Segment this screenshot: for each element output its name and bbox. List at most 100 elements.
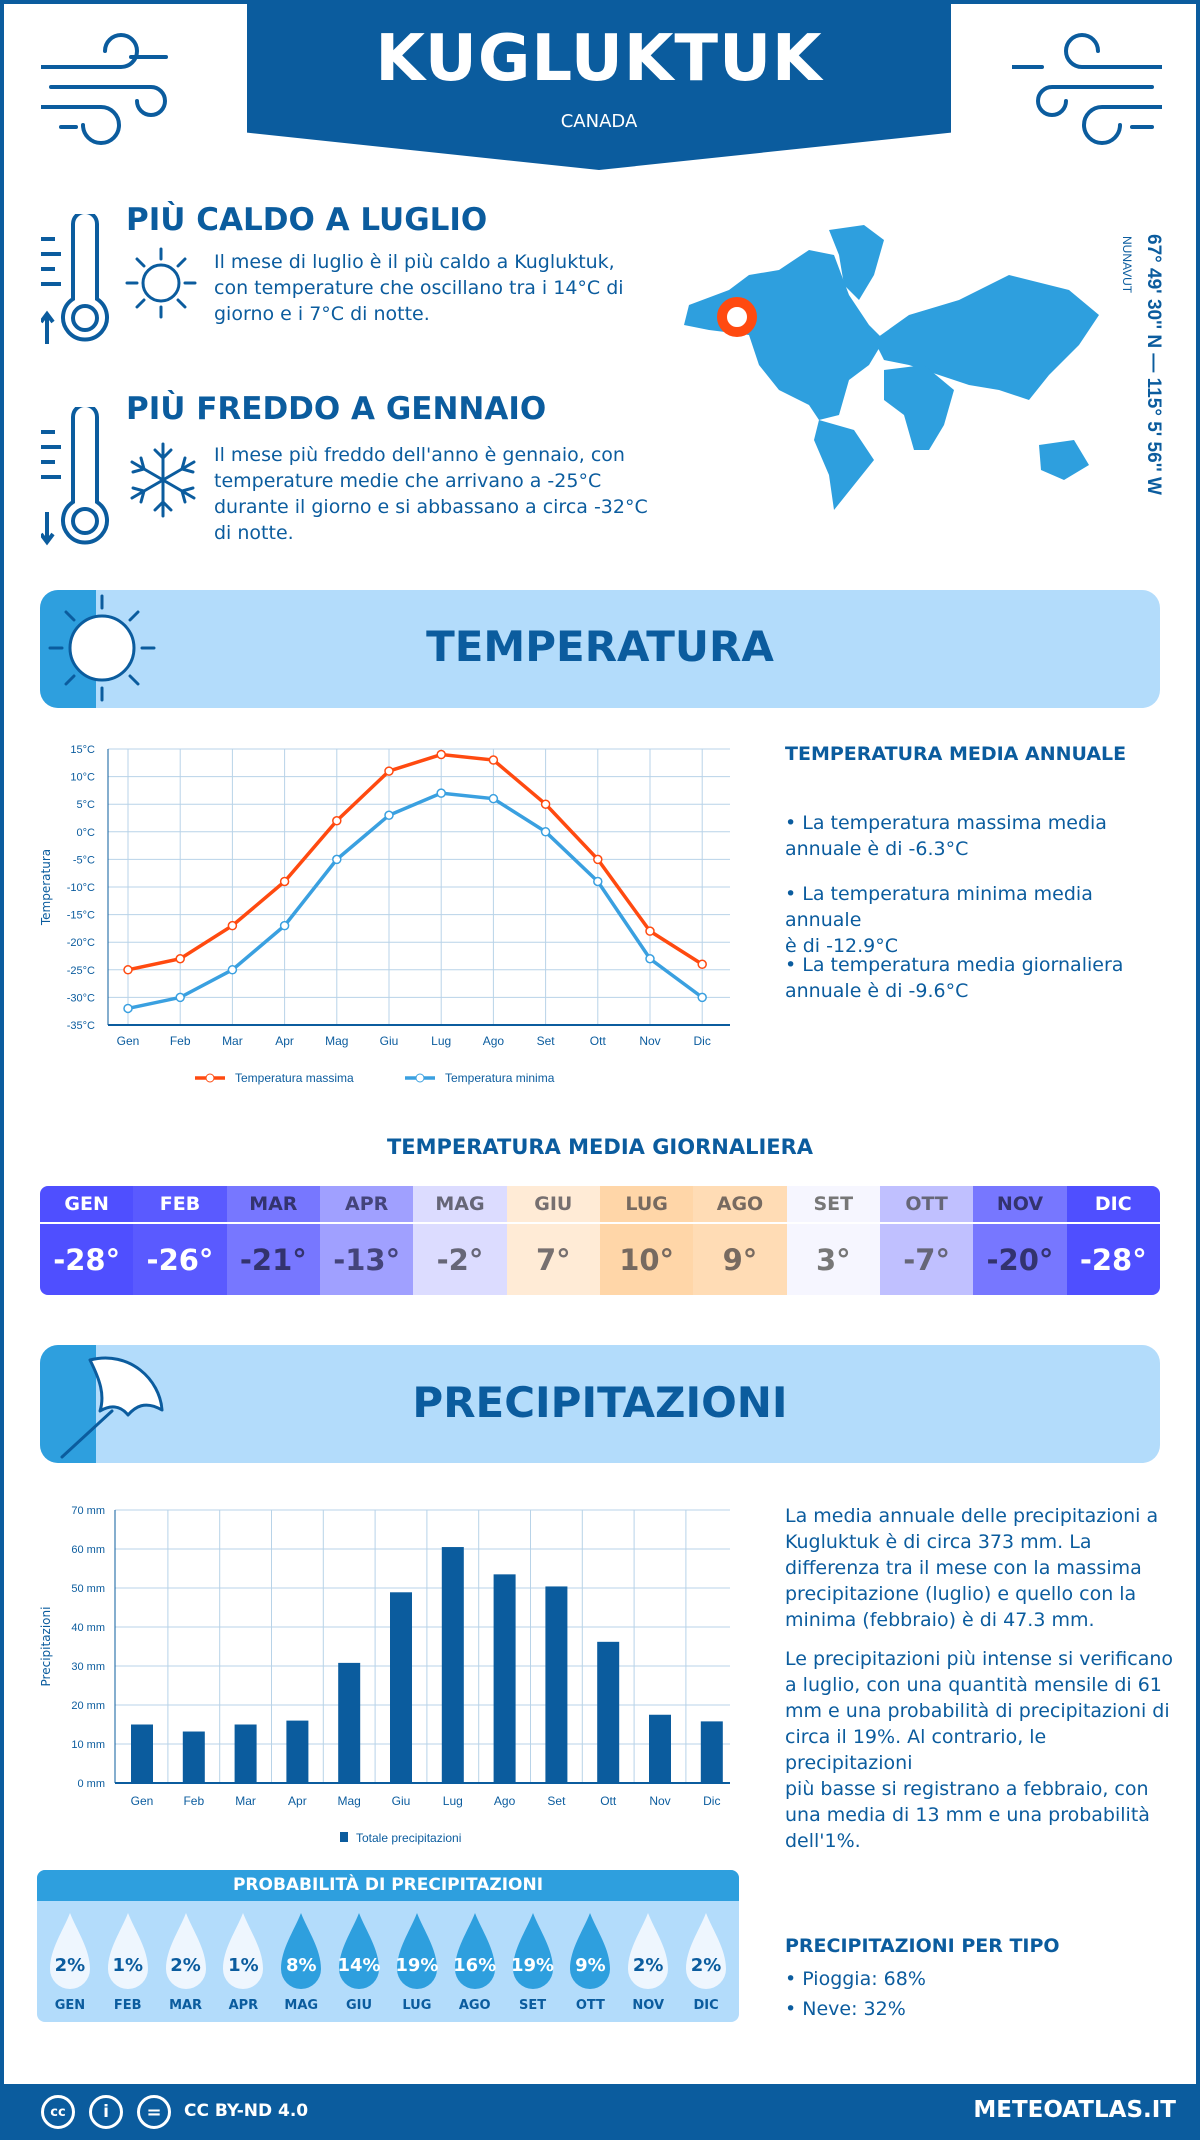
x-tick-label: Set (537, 1034, 556, 1048)
daily-temp-cell: MAR -21° (226, 1186, 320, 1295)
y-tick-label: 10 mm (71, 1739, 105, 1751)
precipitation-title: PRECIPITAZIONI (412, 1378, 788, 1427)
y-tick-label: -10°C (67, 882, 95, 894)
x-tick-label: Mar (235, 1794, 256, 1808)
daily-temp-cell: GIU 7° (506, 1186, 600, 1295)
probability-value: 8% (285, 1955, 317, 1976)
probability-drop: 2% NOV (619, 1901, 677, 2021)
y-tick-label: -35°C (67, 1020, 95, 1032)
data-point (436, 788, 446, 798)
temp-value: 3° (815, 1242, 851, 1277)
region-label: NUNAVUT (1120, 236, 1134, 294)
month-label: AGO (458, 1998, 491, 2013)
coldest-text: Il mese più freddo dell'anno è gennaio, … (214, 442, 654, 546)
month-label: MAR (226, 1186, 320, 1224)
text-line: di notte. (214, 522, 294, 544)
license-link[interactable]: CC BY-ND 4.0 (184, 2101, 309, 2121)
data-point (279, 876, 290, 887)
x-tick-label: Lug (431, 1034, 451, 1048)
annual-temp-bullet: • La temperatura massima media annuale è … (785, 810, 1165, 862)
probability-drop: 2% DIC (677, 1901, 735, 2021)
y-tick-label: 70 mm (71, 1505, 105, 1517)
month-label: NOV (632, 1998, 665, 2013)
data-point (540, 799, 551, 809)
text-line: Le precipitazioni più intense si verific… (785, 1648, 1174, 1670)
daily-temp-cell: DIC -28° (1066, 1186, 1160, 1295)
thermometer-down-icon (41, 407, 109, 546)
precip-type-snow: • Neve: 32% (785, 1998, 906, 2020)
daily-temp-cell: GEN -28° (40, 1186, 134, 1295)
daily-temp-cell: NOV -20° (973, 1186, 1067, 1295)
data-point (332, 854, 342, 865)
month-label: SET (786, 1186, 880, 1224)
raindrop-icon (50, 1913, 90, 1989)
australia (1039, 440, 1089, 480)
x-tick-label: Ago (494, 1794, 516, 1808)
thermometer-up-icon (41, 214, 109, 344)
data-point (645, 926, 655, 936)
x-tick-label: Ott (600, 1794, 617, 1808)
probability-drop: 1% APR (214, 1901, 272, 2021)
daily-temp-cell: MAG -2° (413, 1186, 507, 1295)
data-point (227, 920, 238, 931)
y-tick-label: 10°C (70, 772, 95, 784)
footer (0, 2084, 1200, 2140)
bar (286, 1720, 309, 1783)
probability-title: PROBABILITÀ DI PRECIPITAZIONI (37, 1870, 739, 1901)
site-link[interactable]: METEOATLAS.IT (973, 2097, 1176, 2123)
month-label: FEB (113, 1998, 142, 2013)
month-label: MAR (169, 1998, 203, 2013)
raindrop-icon (281, 1913, 322, 1989)
daily-temp-cell: LUG 10° (599, 1186, 694, 1295)
month-label: OTT (575, 1998, 605, 2013)
warmest-text: Il mese di luglio è il più caldo a Kuglu… (214, 249, 654, 327)
probability-drop: 2% MAR (157, 1901, 215, 2021)
y-tick-label: 50 mm (71, 1583, 105, 1595)
probability-drops: 2% GEN 1% FEB 2% MAR 1% APR 8% MAG 14% GIU 19% LUG 16%… (37, 1901, 739, 2021)
y-tick-label: -20°C (67, 937, 95, 949)
sun-icon (48, 594, 156, 702)
data-point (123, 1003, 133, 1014)
legend-label: Temperatura massima (235, 1071, 354, 1085)
data-point (175, 992, 185, 1003)
text-line: annuale è di -6.3°C (785, 838, 969, 860)
y-tick-label: 40 mm (71, 1622, 105, 1634)
probability-drop: 8% MAG (272, 1901, 330, 2021)
x-tick-label: Dic (703, 1794, 720, 1808)
greenland (829, 225, 884, 300)
bar (700, 1721, 723, 1783)
text-line: Il mese di luglio è il più caldo a Kuglu… (214, 251, 615, 273)
legend-swatch (340, 1832, 348, 1842)
y-axis-label: Temperatura (39, 849, 53, 926)
y-tick-label: 0 mm (78, 1778, 106, 1790)
data-point (697, 992, 707, 1003)
data-point (332, 816, 342, 826)
y-axis-label: Precipitazioni (39, 1607, 53, 1687)
x-tick-label: Mag (325, 1034, 348, 1048)
data-point (279, 920, 290, 931)
probability-drop: 19% SET (504, 1901, 562, 2021)
bar (338, 1662, 361, 1783)
probability-value: 19% (395, 1955, 439, 1976)
location-marker (717, 297, 757, 337)
world-map (684, 225, 1099, 510)
data-point (593, 876, 603, 887)
north-america (684, 250, 884, 420)
data-point (436, 749, 446, 760)
daily-temp-title: TEMPERATURA MEDIA GIORNALIERA (386, 1135, 814, 1159)
x-tick-label: Nov (639, 1034, 660, 1048)
x-tick-label: Feb (183, 1794, 204, 1808)
legend-marker (415, 1073, 425, 1083)
coldest-title: PIÙ FREDDO A GENNAIO (126, 391, 547, 427)
raindrop-icon (512, 1913, 553, 1989)
probability-value: 16% (453, 1955, 497, 1976)
x-tick-label: Giu (392, 1794, 411, 1808)
bar (182, 1731, 205, 1783)
probability-value: 9% (575, 1955, 606, 1976)
text-line: è di -12.9°C (785, 935, 899, 957)
month-label: DIC (1066, 1186, 1160, 1224)
probability-drop: 1% FEB (99, 1901, 157, 2021)
probability-drop: 19% LUG (388, 1901, 446, 2021)
temperature-banner (40, 590, 1160, 708)
month-label: SET (518, 1998, 547, 2013)
